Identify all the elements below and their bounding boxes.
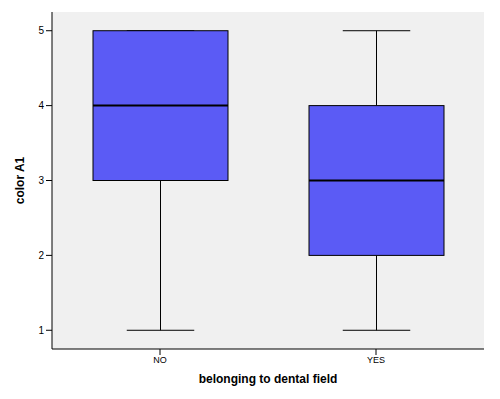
svg-text:1: 1 — [38, 325, 44, 336]
svg-text:YES: YES — [367, 355, 385, 365]
svg-text:NO: NO — [153, 355, 167, 365]
svg-text:5: 5 — [38, 25, 44, 36]
svg-text:2: 2 — [38, 250, 44, 261]
svg-text:color A1: color A1 — [13, 156, 27, 204]
svg-text:3: 3 — [38, 175, 44, 186]
svg-text:belonging to dental field: belonging to dental field — [199, 372, 338, 386]
svg-text:4: 4 — [38, 100, 44, 111]
